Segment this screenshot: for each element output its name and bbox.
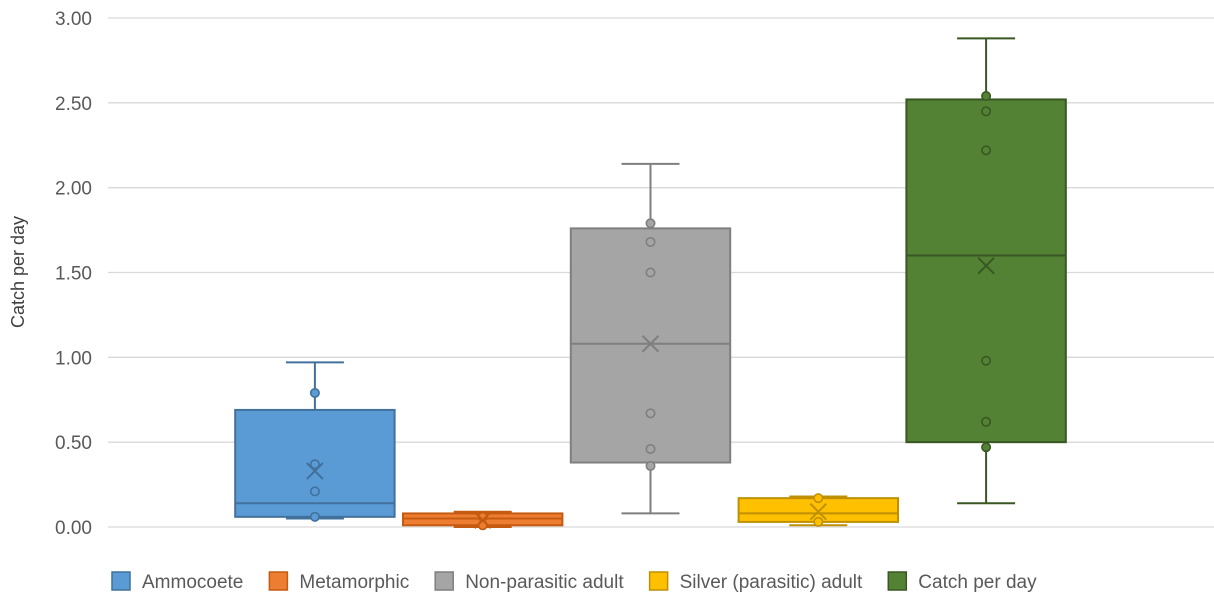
y-axis-title: Catch per day — [8, 216, 28, 328]
data-point — [645, 236, 656, 247]
mean-stroke — [809, 503, 828, 521]
data-point — [309, 459, 320, 470]
mean-stroke — [473, 511, 492, 529]
legend-swatch — [111, 571, 131, 591]
legend-item: Catch per day — [887, 571, 1037, 593]
legend-swatch — [268, 571, 289, 591]
data-point — [981, 91, 992, 102]
data-point — [813, 516, 824, 527]
legend: Ammocoete Metamorphic Non-parasitic adult S… — [111, 571, 1037, 593]
mean-marker — [473, 511, 492, 529]
data-point — [645, 443, 656, 454]
legend-label: Metamorphic — [299, 572, 409, 593]
legend-item: Metamorphic — [268, 571, 409, 593]
mean-marker — [809, 503, 828, 521]
data-point — [645, 218, 656, 229]
data-point — [981, 106, 992, 117]
data-point — [309, 486, 320, 497]
data-point — [981, 355, 992, 366]
data-point — [645, 460, 656, 471]
mean-marker — [977, 257, 995, 275]
box-silver-parasitic-adult — [737, 493, 900, 527]
mean-stroke — [306, 462, 324, 480]
legend-item: Non-parasitic adult — [434, 571, 624, 593]
legend-label: Non-parasitic adult — [465, 572, 624, 593]
y-tick-label: 1.50 — [55, 264, 92, 285]
data-point — [645, 408, 656, 419]
iqr-box — [905, 98, 1067, 444]
data-point — [813, 493, 824, 504]
box-ammocoete — [234, 361, 396, 522]
mean-stroke — [977, 257, 995, 275]
box-catch-per-day — [905, 37, 1067, 505]
data-point — [981, 442, 992, 453]
iqr-box — [569, 227, 732, 464]
data-point — [645, 267, 656, 278]
box-series — [234, 37, 1067, 531]
mean-marker — [641, 335, 660, 353]
y-tick-label: 1.00 — [55, 348, 92, 369]
legend-item: Silver (parasitic) adult — [648, 571, 863, 593]
legend-swatch — [648, 571, 669, 591]
y-tick-label: 2.50 — [55, 94, 92, 115]
legend-label: Silver (parasitic) adult — [680, 572, 863, 593]
legend-item: Ammocoete — [111, 571, 243, 593]
data-point — [309, 387, 320, 398]
box-non-parasitic-adult — [569, 162, 732, 515]
legend-swatch — [434, 571, 454, 591]
mean-stroke — [641, 335, 660, 353]
mean-marker — [306, 462, 324, 480]
y-tick-label: 2.00 — [55, 179, 92, 200]
y-tick-label: 0.50 — [55, 433, 92, 454]
box-metamorphic — [401, 510, 564, 531]
data-point — [981, 145, 992, 156]
legend-label: Ammocoete — [142, 572, 243, 593]
y-tick-label: 3.00 — [55, 9, 92, 30]
data-point — [981, 416, 992, 427]
y-tick-label: 0.00 — [55, 518, 92, 539]
y-axis-tick-labels: 0.00 0.50 1.00 1.50 2.00 2.50 3.00 — [55, 9, 92, 539]
legend-swatch — [887, 571, 908, 591]
legend-label: Catch per day — [918, 572, 1037, 593]
data-point — [309, 511, 320, 522]
